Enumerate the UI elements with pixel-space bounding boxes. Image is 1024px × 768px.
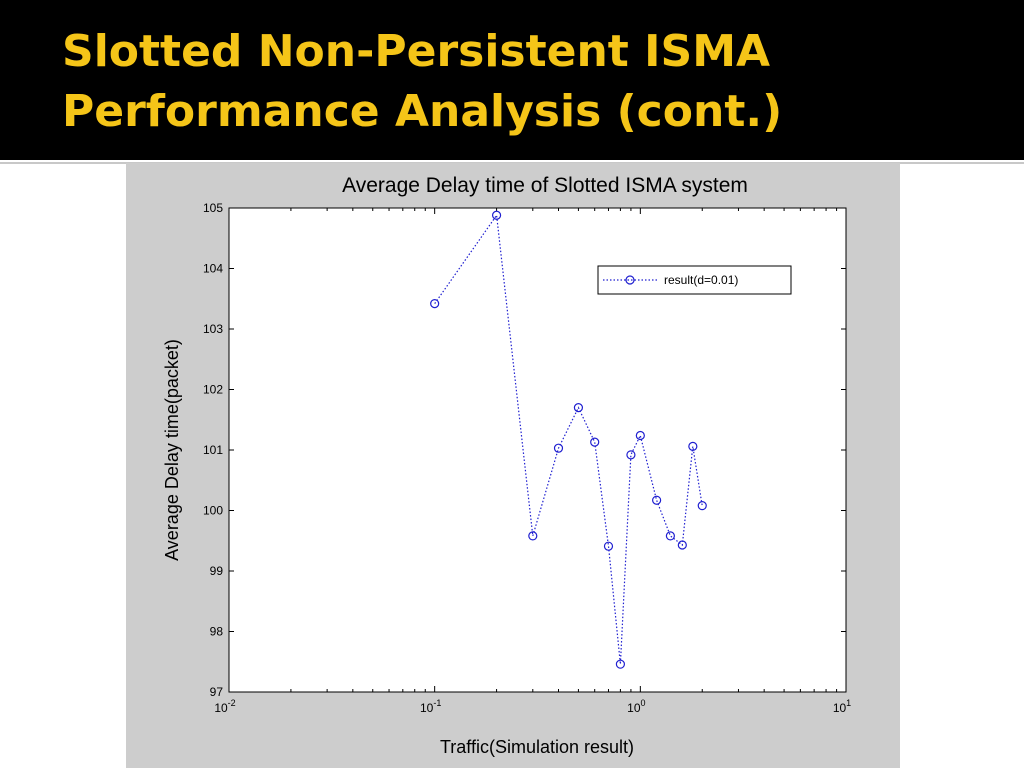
data-point	[430, 298, 440, 309]
data-point	[652, 495, 662, 505]
data-point	[635, 430, 645, 441]
legend: result(d=0.01)	[597, 265, 792, 295]
slide-title-line-2: Performance Analysis (cont.)	[62, 86, 783, 137]
x-tick-base: 10	[214, 701, 228, 715]
axis-ticks	[228, 207, 847, 693]
data-point	[553, 443, 564, 453]
data-point	[573, 403, 584, 413]
y-tick-label: 100	[203, 504, 223, 518]
x-tick-exponent: 1	[846, 698, 851, 708]
x-tick-base: 10	[627, 701, 641, 715]
data-point	[697, 501, 707, 511]
x-tick-exponent: -1	[433, 698, 441, 708]
slide-title-line-1: Slotted Non-Persistent ISMA	[62, 26, 771, 77]
series-layer	[430, 210, 707, 669]
y-tick-label: 105	[203, 201, 223, 215]
x-tick-exponent: 0	[641, 698, 646, 708]
x-tick-base: 10	[833, 701, 847, 715]
data-point	[665, 531, 675, 541]
y-tick-label: 102	[203, 383, 223, 397]
y-axis-label: Average Delay time(packet)	[162, 339, 182, 561]
slide-header: Slotted Non-Persistent ISMA Performance …	[0, 0, 1024, 160]
data-point	[603, 541, 614, 551]
data-point	[626, 450, 636, 460]
legend-box	[597, 265, 792, 295]
y-tick-label: 99	[210, 564, 224, 578]
data-point	[677, 540, 687, 550]
data-point	[491, 210, 502, 220]
chart-figure: Average Delay time of Slotted ISMA syste…	[126, 163, 900, 768]
y-tick-label: 97	[210, 685, 224, 699]
legend-marker-sample	[625, 275, 635, 285]
chart: Average Delay time of Slotted ISMA syste…	[162, 174, 851, 757]
data-point	[590, 437, 600, 447]
x-tick-label: 10-1	[420, 698, 441, 715]
slide-title: Slotted Non-Persistent ISMA Performance …	[62, 22, 962, 142]
x-tick-exponent: -2	[228, 698, 236, 708]
x-axis-label: Traffic(Simulation result)	[440, 737, 634, 757]
chart-title: Average Delay time of Slotted ISMA syste…	[342, 174, 748, 197]
data-point	[615, 659, 626, 669]
legend-entry-label: result(d=0.01)	[664, 273, 738, 287]
x-tick-label: 101	[833, 698, 851, 715]
y-tick-label: 104	[203, 262, 223, 276]
data-point	[528, 531, 538, 541]
y-tick-label: 98	[210, 625, 224, 639]
y-tick-label: 101	[203, 443, 223, 457]
data-point	[688, 441, 698, 451]
y-tick-label: 103	[203, 322, 223, 336]
x-tick-base: 10	[420, 701, 434, 715]
x-tick-label: 10-2	[214, 698, 235, 715]
x-tick-label: 100	[627, 698, 645, 715]
